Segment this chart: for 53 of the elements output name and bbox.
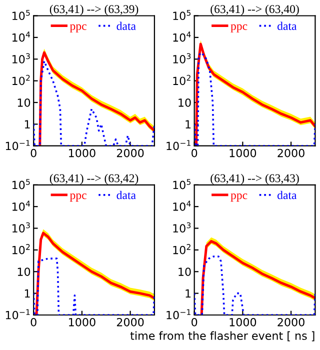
chart-title: (63,41) --> (63,42) [50,174,138,185]
legend-label: data [116,22,136,30]
y-tick-label: 1 [24,120,30,128]
y-tick-label: 10$^{4}$ [173,32,191,42]
y-tick-label: 10$^{3}$ [173,53,191,64]
y-tick-label: 10$^{4}$ [12,200,30,211]
x-tick-label: 0 [192,148,198,158]
y-tick-label: 1 [24,289,30,298]
y-tick-label: 1 [186,120,191,128]
legend-label: ppc [70,193,86,202]
x-tick-label: 0 [30,318,36,326]
y-tick-label: 10$^{3}$ [173,222,191,233]
x-tick-label: 0 [30,148,36,158]
y-tick-label: 10$^{5}$ [173,179,191,190]
y-tick-label: 1 [186,289,191,298]
y-tick-label: 10$^{3}$ [12,53,30,64]
y-tick-label: 10$^{5}$ [12,10,30,20]
x-tick-label: 1000 [230,148,256,158]
y-tick-label: 10 [178,98,191,107]
legend-label: data [278,190,297,200]
y-tick-label: 10$^{−1}$ [6,309,30,320]
x-tick-label: 2000 [116,318,144,326]
y-tick-label: 10$^{−1}$ [6,140,30,150]
legend-label: data [116,190,136,200]
chart-title: (63,41) --> (63,40) [210,4,299,16]
y-tick-label: 10 [18,268,30,276]
legend-label: data [278,22,297,30]
y-tick-label: 10 [18,98,30,107]
y-tick-label: 10$^{−1}$ [166,140,190,150]
y-tick-label: 10$^{4}$ [12,32,30,42]
y-tick-label: 10$^{5}$ [173,10,191,20]
y-tick-label: 10$^{4}$ [173,200,191,211]
x-tick-label: 2000 [116,148,144,158]
x-tick-label: 1000 [230,318,256,326]
x-tick-label: 2000 [278,148,304,158]
text: ppc [230,24,248,32]
chart-title: (63,41) --> (63,39) [50,4,138,16]
x-tick-label: 1000 [69,318,96,326]
y-tick-label: 10$^{3}$ [12,222,30,233]
y-tick-label: 10$^{2}$ [173,74,190,86]
x-axis-title: time from the flasher event [ ns ] [130,331,314,342]
y-tick-label: 10$^{−1}$ [166,309,190,320]
x-tick-label: 1000 [69,148,96,158]
legend-label: ppc [70,24,86,32]
text: ppc [230,193,248,202]
x-tick-label: 0 [192,318,198,326]
chart-title: (63,41) --> (63,43) [210,174,299,185]
y-tick-label: 10$^{2}$ [173,244,190,254]
y-tick-label: 10$^{2}$ [12,244,30,254]
y-tick-label: 10$^{2}$ [12,74,30,86]
y-tick-label: 10 [178,268,191,276]
x-tick-label: 2000 [278,318,304,326]
y-tick-label: 10$^{5}$ [12,179,30,190]
